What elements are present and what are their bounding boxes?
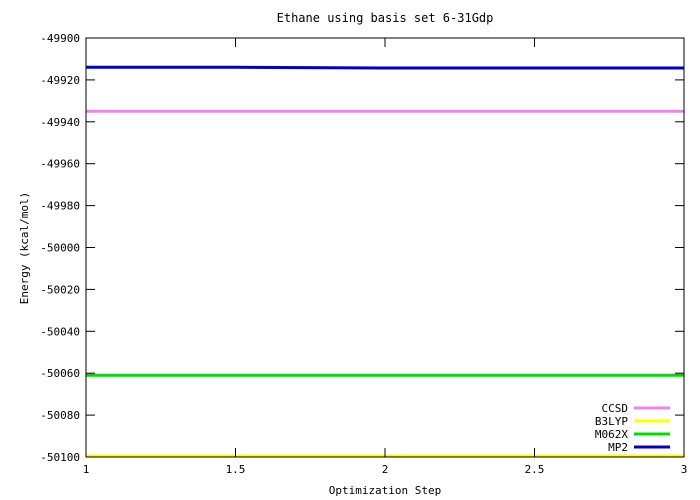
legend-label: MP2 [608, 441, 628, 454]
series-layer [86, 65, 684, 458]
y-tick-label: -49920 [40, 74, 80, 87]
y-axis-title: Energy (kcal/mol) [18, 192, 31, 305]
x-tick-label: 2.5 [525, 463, 545, 476]
y-tick-label: -49900 [40, 32, 80, 45]
x-tick-label: 2 [382, 463, 389, 476]
y-tick-label: -49980 [40, 200, 80, 213]
legend-label: CCSD [602, 402, 629, 415]
plot-frame [85, 37, 685, 458]
y-tick-label: -49960 [40, 158, 80, 171]
chart-title: Ethane using basis set 6-31Gdp [277, 11, 494, 25]
x-tick-label: 3 [681, 463, 688, 476]
y-tick-label: -50040 [40, 325, 80, 338]
legend-label: B3LYP [595, 415, 628, 428]
y-tick-label: -50100 [40, 451, 80, 464]
legend-label: M062X [595, 428, 628, 441]
y-tick-label: -49940 [40, 116, 80, 129]
y-tick-label: -50080 [40, 409, 80, 422]
y-tick-label: -50020 [40, 283, 80, 296]
y-tick-label: -50060 [40, 367, 80, 380]
x-tick-label: 1.5 [226, 463, 246, 476]
x-tick-label: 1 [83, 463, 90, 476]
y-tick-label: -50000 [40, 242, 80, 255]
ticks-layer: -49900 -49920 -49940 -49960 -49980 -50000 -500… [40, 32, 687, 476]
series-line-mp2 [86, 65, 684, 70]
x-axis-title: Optimization Step [329, 484, 442, 497]
